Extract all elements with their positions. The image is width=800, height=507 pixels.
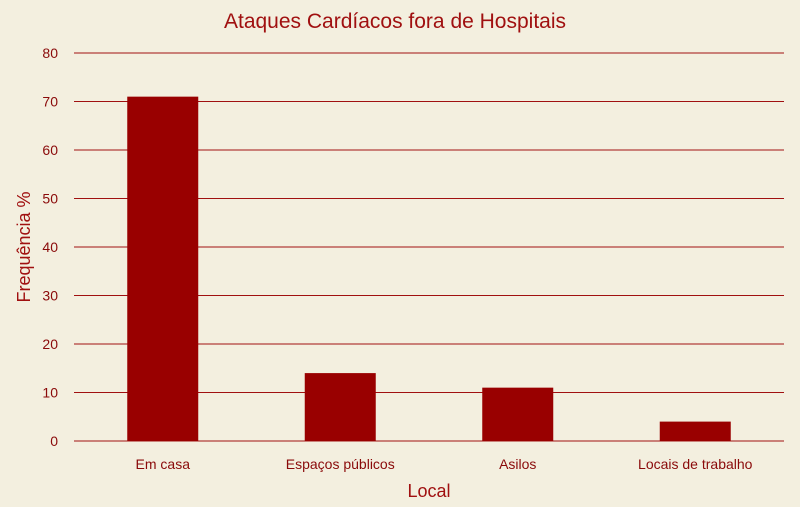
y-tick-label: 10 [42, 385, 58, 401]
y-axis-label: Frequência % [14, 191, 34, 302]
bar [304, 373, 376, 441]
bars [127, 96, 731, 442]
y-tick-label: 40 [42, 239, 58, 255]
y-tick-label: 70 [42, 94, 58, 110]
chart-title: Ataques Cardíacos fora de Hospitais [224, 10, 566, 33]
x-axis-label: Local [407, 481, 450, 501]
y-tick-label: 80 [42, 45, 58, 61]
y-tick-label: 20 [42, 336, 58, 352]
y-tick-label: 50 [42, 191, 58, 207]
y-tick-label: 0 [50, 433, 58, 449]
y-tick-label: 60 [42, 142, 58, 158]
bar [482, 387, 554, 441]
y-tick-label: 30 [42, 288, 58, 304]
bar [127, 96, 199, 442]
bar [659, 421, 731, 441]
x-tick-label: Em casa [136, 456, 191, 472]
x-tick-label: Asilos [499, 456, 536, 472]
y-axis-ticks: 0 10 20 30 40 50 60 70 80 [42, 45, 58, 449]
x-tick-label: Espaços públicos [286, 456, 395, 472]
x-axis-ticks: Em casa Espaços públicos Asilos Locais de t… [136, 456, 753, 472]
x-tick-label: Locais de trabalho [638, 456, 753, 472]
